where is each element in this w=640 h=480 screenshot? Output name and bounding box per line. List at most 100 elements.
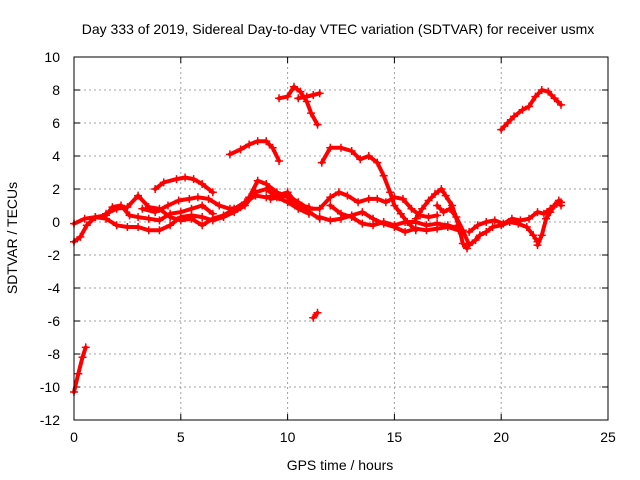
data-point — [537, 86, 546, 94]
data-point — [112, 204, 121, 213]
data-point — [74, 369, 83, 378]
data-point — [82, 221, 91, 230]
data-point — [102, 209, 111, 218]
data-point — [262, 137, 271, 146]
data-point — [381, 198, 390, 207]
x-tick-labels: 0 5 10 15 20 25 — [70, 429, 616, 445]
data-point — [208, 214, 217, 223]
data-point — [510, 112, 519, 121]
data-point — [379, 171, 388, 180]
data-point — [445, 204, 454, 213]
data-point — [219, 211, 228, 220]
data-point — [557, 100, 566, 109]
data-point — [522, 222, 531, 231]
data-point — [358, 219, 367, 228]
data-point — [533, 241, 542, 250]
series-arc-05-markers — [151, 173, 217, 197]
data-point — [401, 227, 410, 236]
data-point — [364, 152, 373, 160]
data-point — [458, 239, 467, 248]
data-point — [262, 193, 271, 202]
data-point — [166, 213, 175, 222]
data-point — [172, 175, 181, 184]
data-point — [433, 201, 442, 210]
plot-frame — [73, 56, 609, 421]
data-point — [518, 105, 527, 114]
data-point — [452, 213, 461, 222]
data-point — [225, 150, 234, 159]
data-point — [334, 188, 343, 197]
data-point — [430, 189, 439, 198]
data-point — [437, 185, 446, 193]
y-tick-label: 10 — [44, 49, 60, 65]
data-point — [76, 232, 85, 241]
x-tick-label: 15 — [387, 429, 403, 445]
data-point — [439, 208, 448, 217]
y-tick-labels: -12 -10 -8 -6 -4 -2 0 2 4 6 8 10 — [40, 49, 60, 428]
data-point — [398, 194, 407, 203]
data-point — [490, 216, 499, 225]
data-point — [198, 213, 207, 222]
data-point — [294, 94, 303, 103]
data-point — [373, 194, 382, 203]
series-arc-02-markers — [70, 201, 217, 246]
data-point — [159, 178, 168, 187]
data-point — [309, 90, 318, 99]
data-point — [358, 208, 367, 217]
data-point — [134, 222, 143, 231]
data-point — [531, 92, 540, 101]
data-point — [537, 231, 546, 240]
data-point — [134, 213, 143, 222]
data-point — [507, 214, 516, 223]
data-point — [245, 193, 254, 202]
series-arc-18 — [499, 88, 563, 132]
data-point — [315, 89, 324, 98]
data-point — [304, 204, 313, 213]
data-point — [307, 109, 316, 118]
data-point — [326, 201, 335, 210]
data-point — [144, 214, 153, 223]
data-point — [208, 188, 217, 197]
data-point — [390, 221, 399, 230]
data-point — [433, 211, 442, 220]
data-point — [458, 226, 467, 235]
data-point — [166, 221, 175, 230]
data-point — [554, 196, 563, 205]
y-tick-label: 8 — [52, 82, 60, 98]
data-point — [151, 185, 160, 193]
data-point — [309, 313, 318, 322]
series-arc-07 — [227, 139, 282, 163]
data-point — [386, 188, 395, 197]
y-tick-label: -8 — [48, 346, 61, 362]
data-point — [347, 213, 356, 222]
data-point — [441, 191, 450, 200]
x-tick-label: 0 — [70, 429, 78, 445]
data-point — [185, 194, 194, 203]
data-point — [123, 203, 132, 212]
data-point — [482, 218, 491, 226]
data-point — [253, 137, 262, 146]
data-point — [253, 176, 262, 185]
data-point — [275, 94, 284, 103]
y-tick-label: 2 — [52, 181, 60, 197]
data-point — [144, 226, 153, 235]
data-point — [369, 221, 378, 230]
data-point — [557, 201, 566, 210]
data-point — [181, 173, 190, 182]
data-point — [283, 191, 292, 200]
data-point — [204, 194, 213, 203]
data-point — [262, 180, 271, 189]
data-point — [354, 198, 363, 207]
y-tick-label: 4 — [52, 148, 60, 164]
data-point — [198, 201, 207, 210]
data-point — [550, 94, 559, 103]
data-point — [198, 180, 207, 189]
data-point — [296, 87, 305, 96]
series-arc-16 — [435, 203, 540, 248]
data-point — [326, 193, 335, 202]
data-point — [418, 204, 427, 213]
series-arc-18-markers — [497, 86, 566, 134]
data-point — [112, 221, 121, 230]
series-arc-10-markers — [309, 308, 322, 322]
data-point — [163, 201, 172, 210]
